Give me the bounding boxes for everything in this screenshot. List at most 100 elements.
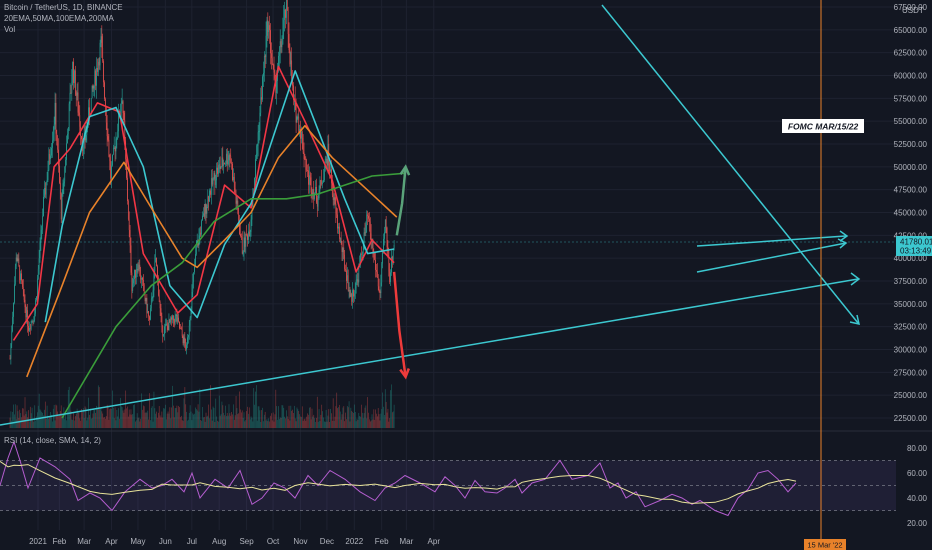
volume-bar <box>121 407 123 428</box>
volume-bar <box>29 406 31 428</box>
volume-bar <box>93 409 95 428</box>
candle-body <box>158 295 160 302</box>
price-axis[interactable]: 67500.00 65000.00 62500.00 60000.00 57500.00… <box>894 3 928 423</box>
support-trendline[interactable] <box>0 278 859 426</box>
bull-projection[interactable] <box>395 166 407 236</box>
candle-body <box>112 147 114 155</box>
volume-bar <box>369 421 371 428</box>
candle-body <box>131 272 133 291</box>
fomc-annotation[interactable]: FOMC MAR/15/22 <box>782 119 864 133</box>
candle-body <box>346 275 348 281</box>
volume-bar <box>228 404 230 428</box>
candle-body <box>292 79 293 86</box>
volume-bar <box>321 404 323 428</box>
volume-bar <box>149 393 150 428</box>
volume-bars <box>9 384 395 428</box>
candle-body <box>307 170 308 171</box>
candle-body <box>214 173 216 185</box>
volume-bar <box>233 404 234 428</box>
bear-projection[interactable] <box>392 271 407 378</box>
ma-line-20ema[interactable] <box>12 65 395 341</box>
volume-bar <box>324 421 326 428</box>
candle-body <box>263 72 264 77</box>
volume-bar <box>281 405 283 428</box>
volume-bar <box>391 412 393 428</box>
candle-body <box>203 213 204 216</box>
volume-bar <box>134 404 135 428</box>
volume-bar <box>210 385 211 428</box>
volume-bar <box>211 420 213 428</box>
time-axis[interactable]: 2021 Feb Mar Apr May Jun Jul Aug Sep Oct Nov Dec 202… <box>29 537 440 546</box>
volume-bar <box>312 416 314 428</box>
candle-body <box>130 245 132 273</box>
candle-body <box>306 169 308 171</box>
candle-body <box>68 103 70 131</box>
candle-body <box>363 232 365 250</box>
volume-bar <box>148 419 149 428</box>
volume-bar <box>49 416 51 428</box>
volume-bar <box>354 411 356 428</box>
volume-bar <box>92 413 94 428</box>
volume-bar <box>67 410 68 428</box>
candle-body <box>157 277 159 296</box>
candle-body <box>336 212 338 215</box>
channel-upper-line[interactable] <box>696 235 847 247</box>
volume-bar <box>301 416 302 428</box>
candle-body <box>274 72 276 79</box>
volume-bar <box>260 421 262 428</box>
volume-bar <box>224 415 225 428</box>
volume-bar <box>147 410 149 428</box>
volume-bar <box>362 418 364 428</box>
candle-body <box>233 176 235 188</box>
volume-bar <box>94 410 96 428</box>
volume-bar <box>230 415 232 428</box>
volume-bar <box>183 398 185 428</box>
volume-bar <box>329 421 330 428</box>
ma-line-50ma[interactable] <box>44 70 395 323</box>
price-tick-label: 30000.00 <box>894 346 928 355</box>
volume-bar <box>130 409 132 428</box>
candle-body <box>372 240 374 252</box>
candle-body <box>351 293 353 302</box>
volume-bar <box>293 412 294 428</box>
resistance-trendline[interactable] <box>601 4 859 324</box>
volume-bar <box>90 408 91 428</box>
candle-body <box>59 165 60 183</box>
candle-body <box>37 268 39 279</box>
time-tick-label: Apr <box>105 537 118 546</box>
volume-bar <box>155 413 157 428</box>
channel-middle-line[interactable] <box>696 242 847 273</box>
volume-bar <box>316 396 318 428</box>
candle-body <box>392 249 394 262</box>
ma-line-200ma[interactable] <box>61 172 406 419</box>
candle-body <box>59 182 61 195</box>
candle-body <box>157 266 158 278</box>
ma-line-100ema[interactable] <box>26 124 398 378</box>
volume-bar <box>91 417 93 428</box>
candle-body <box>232 163 233 181</box>
price-tick-label: 47500.00 <box>894 186 928 195</box>
volume-bar <box>117 416 119 428</box>
volume-bar <box>205 412 207 428</box>
volume-bar <box>109 409 111 428</box>
candle-body <box>159 301 161 309</box>
candle-body <box>206 206 208 214</box>
volume-bar <box>20 413 21 428</box>
candle-body <box>281 44 283 48</box>
volume-bar <box>209 418 210 428</box>
candle-body <box>317 198 319 207</box>
volume-bar <box>361 404 362 428</box>
volume-bar <box>385 401 387 428</box>
candle-body <box>127 201 129 220</box>
candle-body <box>271 58 273 64</box>
volume-bar <box>392 411 394 428</box>
candle-body <box>221 157 223 167</box>
rsi-axis[interactable]: 80.00 60.00 40.00 20.00 <box>907 444 928 528</box>
volume-bar <box>302 420 304 428</box>
candle-body <box>29 327 31 329</box>
volume-bar <box>310 419 312 428</box>
price-tick-label: 65000.00 <box>894 26 928 35</box>
rsi-sma-line[interactable] <box>0 460 797 504</box>
candle-body <box>301 131 302 139</box>
volume-bar <box>135 420 137 428</box>
